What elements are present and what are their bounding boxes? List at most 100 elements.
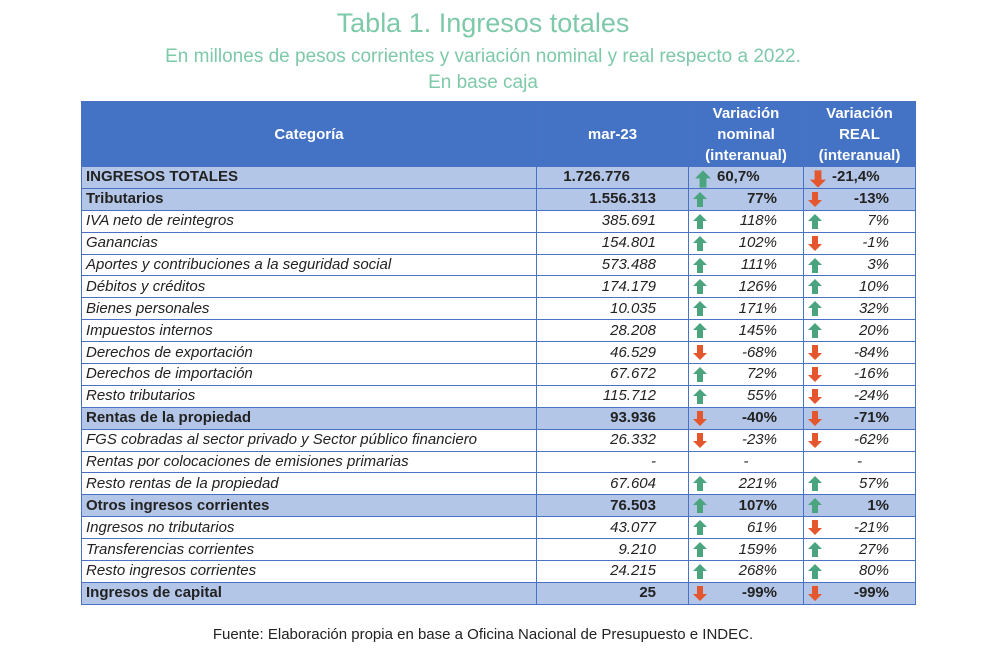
category-cell: Derechos de importación (81, 363, 537, 386)
real-variation-cell: 7% (803, 209, 916, 233)
table-row: Ingresos de capital 25 -99% -99% (81, 581, 916, 605)
real-variation-cell: -13% (803, 187, 916, 211)
table-subtitle: En millones de pesos corrientes y variac… (0, 44, 966, 96)
amount-cell: 115.712 (536, 384, 689, 408)
category-cell: Resto tributarios (81, 384, 537, 408)
arrow-up-icon (693, 542, 707, 558)
category-cell: FGS cobradas al sector privado y Sector … (81, 428, 537, 452)
real-variation-cell: 1% (803, 494, 916, 518)
real-variation-value: -84% (853, 343, 889, 361)
arrow-down-icon (808, 432, 822, 448)
header-category: Categoría (81, 101, 537, 167)
nominal-variation-cell: 159% (688, 538, 804, 562)
real-variation-value: -71% (853, 409, 889, 427)
table-body: INGRESOS TOTALES 1.726.776 60,7% -21,4% Trib… (81, 166, 916, 605)
nominal-variation-value: 77% (746, 190, 777, 208)
table-row: Aportes y contribuciones a la seguridad … (81, 253, 916, 277)
real-variation-value: -21,4% (832, 168, 880, 186)
real-variation-cell: -16% (803, 363, 916, 386)
amount-cell: 174.179 (536, 275, 689, 299)
nominal-variation-value: 145% (738, 321, 777, 339)
category-cell: Impuestos internos (81, 319, 537, 343)
category-cell: Aportes y contribuciones a la seguridad … (81, 253, 537, 277)
category-cell: Ingresos de capital (81, 581, 537, 605)
nominal-variation-cell: 77% (688, 187, 804, 211)
real-variation-value: -16% (853, 365, 889, 383)
table-row: INGRESOS TOTALES 1.726.776 60,7% -21,4% (81, 166, 916, 189)
nominal-variation-cell: 102% (688, 231, 804, 255)
nominal-variation-value: 118% (739, 212, 777, 230)
arrow-up-icon (693, 191, 707, 207)
header-period: mar-23 (536, 101, 689, 167)
nominal-variation-value: 111% (740, 256, 777, 273)
amount-cell: 25 (536, 581, 689, 605)
nominal-variation-value: -99% (741, 584, 777, 602)
real-variation-cell: -21,4% (803, 166, 916, 189)
real-variation-cell: 32% (803, 297, 916, 321)
arrow-up-icon (693, 257, 707, 273)
nominal-variation-cell: 60,7% (688, 166, 804, 189)
header-nominal-line-3: (interanual) (705, 146, 787, 164)
real-variation-value: -24% (853, 387, 889, 405)
arrow-down-icon (693, 585, 707, 601)
nominal-variation-cell: -40% (688, 406, 804, 430)
arrow-up-icon (808, 476, 822, 492)
nominal-variation-value: 107% (738, 496, 777, 514)
amount-cell: 93.936 (536, 406, 689, 430)
arrow-down-icon (808, 585, 822, 601)
arrow-down-icon (693, 345, 707, 361)
nominal-variation-value: 268% (738, 562, 777, 580)
real-variation-cell: -99% (803, 581, 916, 605)
category-cell: Ingresos no tributarios (81, 516, 537, 540)
arrow-up-icon (693, 279, 707, 295)
amount-cell: - (536, 450, 689, 474)
arrow-up-icon (808, 301, 822, 317)
amount-cell: 76.503 (536, 494, 689, 518)
real-variation-cell: 80% (803, 560, 916, 583)
amount-cell: 67.672 (536, 363, 689, 386)
real-variation-value: 20% (858, 321, 889, 339)
amount-cell: 67.604 (536, 472, 689, 496)
category-cell: Derechos de exportación (81, 341, 537, 365)
nominal-variation-value: -23% (741, 431, 777, 449)
table-row: Impuestos internos 28.208 145% 20% (81, 319, 916, 343)
table-row: Rentas por colocaciones de emisiones pri… (81, 450, 916, 474)
amount-cell: 573.488 (536, 253, 689, 277)
arrow-down-icon (808, 410, 822, 426)
nominal-variation-value: 102% (738, 234, 777, 252)
category-cell: Tributarios (81, 187, 537, 211)
header-real-variation: Variación REAL (interanual) (803, 101, 916, 167)
category-cell: INGRESOS TOTALES (81, 166, 537, 189)
nominal-variation-cell: -68% (688, 341, 804, 365)
arrow-up-icon (693, 301, 707, 317)
table-row: Ganancias 154.801 102% -1% (81, 231, 916, 255)
real-variation-value: 7% (867, 212, 889, 230)
real-variation-cell: -84% (803, 341, 916, 365)
table-title: Tabla 1. Ingresos totales (336, 8, 630, 38)
real-variation-cell: -71% (803, 406, 916, 430)
real-variation-cell: 57% (803, 472, 916, 496)
arrow-down-icon (808, 345, 822, 361)
subtitle-line-1: En millones de pesos corrientes y variac… (165, 46, 801, 67)
real-variation-value: 27% (858, 540, 889, 558)
table-row: Bienes personales 10.035 171% 32% (81, 297, 916, 321)
real-variation-cell: -24% (803, 384, 916, 408)
table-row: FGS cobradas al sector privado y Sector … (81, 428, 916, 452)
category-cell: Resto rentas de la propiedad (81, 472, 537, 496)
arrow-up-icon (808, 564, 822, 580)
nominal-variation-value: 171% (738, 299, 777, 317)
table-row: Tributarios 1.556.313 77% -13% (81, 187, 916, 211)
nominal-variation-value: 55% (746, 387, 777, 405)
real-variation-value: -62% (853, 431, 889, 449)
real-variation-value: -21% (853, 518, 889, 536)
nominal-variation-cell: 268% (688, 560, 804, 583)
table-row: Débitos y créditos 174.179 126% 10% (81, 275, 916, 299)
category-cell: Débitos y créditos (81, 275, 537, 299)
arrow-up-icon (693, 235, 707, 251)
table-row: IVA neto de reintegros 385.691 118% 7% (81, 209, 916, 233)
amount-cell: 28.208 (536, 319, 689, 343)
real-variation-cell: 10% (803, 275, 916, 299)
revenue-table: Categoría mar-23 Variación nominal (inte… (81, 101, 916, 605)
header-real-line-2: REAL (839, 125, 880, 143)
category-cell: Resto ingresos corrientes (81, 560, 537, 583)
